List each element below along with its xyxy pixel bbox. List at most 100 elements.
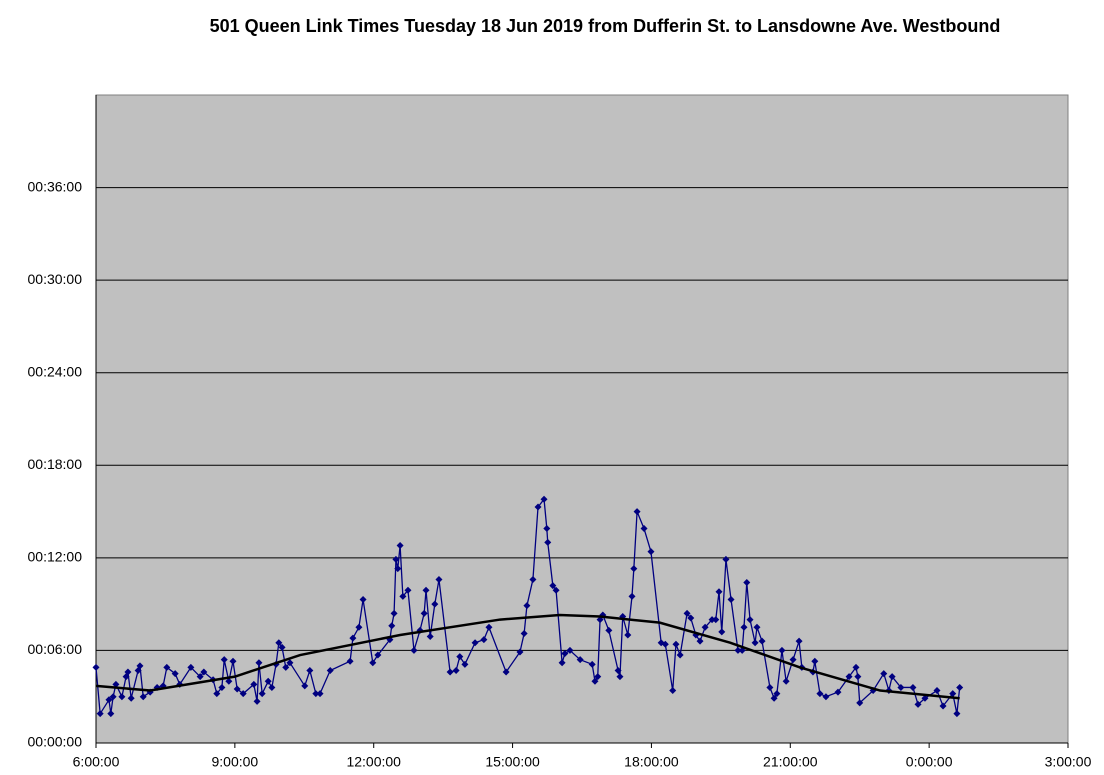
data-point — [233, 685, 241, 693]
data-point — [953, 710, 961, 718]
data-point — [349, 634, 357, 642]
x-tick-label: 12:00:00 — [346, 754, 401, 770]
data-point — [701, 623, 709, 631]
data-point — [282, 663, 290, 671]
data-point — [374, 651, 382, 659]
data-point — [770, 694, 778, 702]
x-tick-label: 0:00:00 — [906, 754, 953, 770]
data-point — [171, 670, 179, 678]
y-tick-label: 00:30:00 — [28, 271, 83, 287]
data-point — [480, 636, 488, 644]
y-tick-label: 00:36:00 — [28, 178, 83, 194]
trend-line — [95, 613, 960, 700]
marks — [92, 495, 964, 718]
data-point — [566, 646, 574, 654]
data-point — [452, 666, 460, 674]
data-point — [616, 673, 624, 681]
data-point — [529, 575, 537, 583]
data-point — [628, 592, 636, 600]
data-point — [852, 663, 860, 671]
data-point — [139, 693, 147, 701]
data-point — [534, 503, 542, 511]
data-point — [795, 637, 803, 645]
data-point — [218, 683, 226, 691]
data-point — [854, 673, 862, 681]
data-point — [163, 663, 171, 671]
x-tick-label: 21:00:00 — [763, 754, 818, 770]
x-tick-label: 6:00:00 — [73, 754, 120, 770]
data-point — [949, 690, 957, 698]
data-point — [845, 673, 853, 681]
data-point — [306, 666, 314, 674]
data-point — [268, 683, 276, 691]
data-point — [669, 687, 677, 695]
data-point — [594, 673, 602, 681]
data-point — [773, 690, 781, 698]
y-tick-label: 00:06:00 — [28, 641, 83, 657]
data-point — [118, 693, 126, 701]
data-point — [722, 555, 730, 563]
data-point — [647, 548, 655, 556]
data-point — [107, 710, 115, 718]
data-point — [822, 693, 830, 701]
data-point — [811, 657, 819, 665]
data-point — [420, 609, 428, 617]
data-point — [758, 637, 766, 645]
data-point — [112, 680, 120, 688]
data-point — [359, 596, 367, 604]
data-point — [196, 673, 204, 681]
data-point — [640, 525, 648, 533]
data-point — [687, 614, 695, 622]
data-point — [278, 643, 286, 651]
data-point — [588, 660, 596, 668]
data-point — [485, 623, 493, 631]
data-point — [734, 646, 742, 654]
data-point — [422, 586, 430, 594]
data-point — [591, 677, 599, 685]
data-point — [605, 626, 613, 634]
data-point — [394, 565, 402, 573]
data-point — [316, 690, 324, 698]
data-point — [789, 656, 797, 664]
data-point — [258, 690, 266, 698]
data-point — [404, 586, 412, 594]
data-point — [696, 637, 704, 645]
data-point — [708, 616, 716, 624]
data-point — [956, 683, 964, 691]
data-point — [355, 623, 363, 631]
data-point — [127, 694, 135, 702]
y-tick-label: 00:00:00 — [28, 734, 83, 750]
chart-title: 501 Queen Link Times Tuesday 18 Jun 2019… — [210, 16, 1001, 36]
data-point — [301, 682, 309, 690]
y-tick-label: 00:18:00 — [28, 456, 83, 472]
data-point — [672, 640, 680, 648]
data-point — [888, 673, 896, 681]
data-point — [92, 663, 100, 671]
data-point — [105, 696, 113, 704]
data-point — [540, 495, 548, 503]
data-point — [727, 596, 735, 604]
data-point — [614, 666, 622, 674]
data-point — [520, 629, 528, 637]
data-point — [396, 542, 404, 550]
data-point — [200, 668, 208, 676]
data-point — [816, 690, 824, 698]
data-point — [558, 659, 566, 667]
data-point — [253, 697, 261, 705]
data-point — [239, 690, 247, 698]
data-point — [939, 702, 947, 710]
data-point — [435, 575, 443, 583]
data-point — [630, 565, 638, 573]
y-tick-label: 00:24:00 — [28, 363, 83, 379]
data-point — [388, 622, 396, 630]
data-point — [552, 586, 560, 594]
plot-area — [95, 94, 1069, 744]
data-point — [715, 588, 723, 596]
data-point — [624, 631, 632, 639]
data-point — [633, 508, 641, 516]
data-point — [471, 639, 479, 647]
data-point — [933, 687, 941, 695]
data-point — [766, 683, 774, 691]
data-point — [753, 623, 761, 631]
